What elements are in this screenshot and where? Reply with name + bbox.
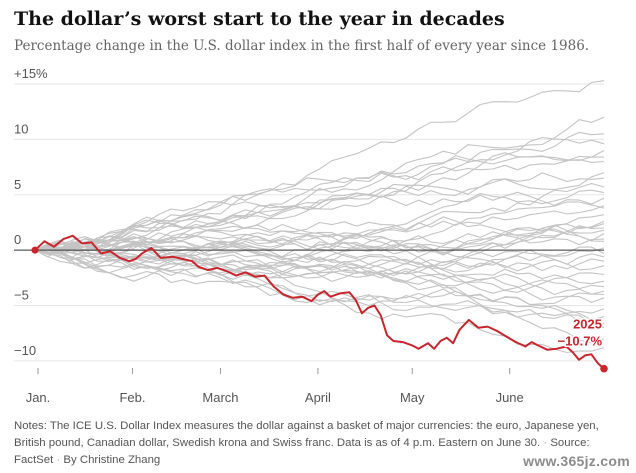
source-text: Source: FactSet: [14, 437, 590, 466]
byline-text: By Christine Zhang: [63, 454, 161, 466]
y-tick-label: −5: [14, 288, 29, 303]
history-series-line: [34, 205, 605, 252]
history-series-line: [34, 150, 605, 251]
notes-text: Notes: The ICE U.S. Dollar Index measure…: [14, 420, 599, 449]
x-tick-label: May: [400, 390, 425, 405]
x-tick-label: Feb.: [119, 390, 145, 405]
history-series-line: [34, 189, 605, 251]
grid-layer: [14, 83, 604, 374]
history-series-line: [34, 131, 605, 253]
y-tick-label: −10: [14, 343, 36, 358]
y-tick-label: 5: [14, 177, 21, 192]
history-series-line: [34, 246, 605, 275]
x-tick-label: March: [202, 390, 238, 405]
history-series-line: [34, 248, 605, 344]
history-series-line: [34, 249, 605, 321]
history-series-line: [34, 152, 605, 254]
separator-dot: ·: [543, 437, 548, 449]
series-2025-end-point: [600, 364, 608, 373]
highlight-layer: [31, 234, 608, 373]
chart-title: The dollar’s worst start to the year in …: [14, 8, 505, 30]
history-series-line: [34, 220, 605, 275]
history-series-line: [34, 182, 605, 261]
history-series-line: [34, 80, 605, 254]
x-tick-label: April: [305, 390, 331, 405]
chart-subtitle: Percentage change in the U.S. dollar ind…: [14, 38, 590, 54]
historical-lines: [34, 80, 605, 354]
history-series-line: [34, 216, 605, 260]
y-tick-label: 0: [14, 232, 21, 247]
series-2025-line: [34, 234, 605, 370]
history-series-line: [34, 248, 605, 294]
history-series-line: [34, 214, 605, 266]
history-series-line: [34, 241, 605, 325]
series-2025-name-label: 2025: [573, 317, 602, 332]
y-tick-label: +15%: [14, 66, 48, 81]
history-series-line: [34, 249, 605, 296]
history-series-line: [34, 172, 605, 254]
series-2025-value-label: −10.7%: [558, 334, 603, 349]
label-layer: +15% 10 5 0 −5 −10 Jan. Feb. March April May June 20…: [14, 66, 604, 405]
watermark: www.365jz.com: [523, 453, 630, 469]
history-series-line: [34, 201, 605, 258]
y-tick-label: 10: [14, 121, 28, 136]
x-tick-label: Jan.: [26, 390, 51, 405]
chart-notes: Notes: The ICE U.S. Dollar Index measure…: [14, 418, 614, 469]
history-series-line: [34, 155, 605, 253]
history-series-line: [34, 116, 605, 251]
x-tick-label: June: [496, 390, 524, 405]
series-2025-start-point: [31, 246, 39, 254]
separator-dot: ·: [56, 454, 61, 466]
